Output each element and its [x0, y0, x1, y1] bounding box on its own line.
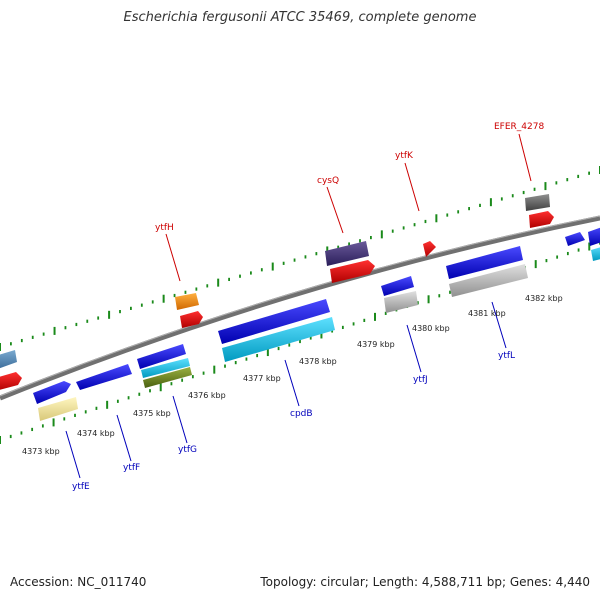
- kbp-label: 4382 kbp: [525, 294, 563, 303]
- leader-line: [116, 414, 132, 462]
- leader-line: [326, 186, 344, 234]
- gene-arrow: [565, 232, 585, 246]
- gene-label-ytfg: ytfG: [178, 445, 197, 455]
- gene-arrow: [588, 227, 600, 246]
- gene-arrow: [175, 293, 199, 310]
- gene-arrow: [141, 358, 190, 378]
- kbp-label: 4378 kbp: [299, 357, 337, 366]
- leader-line: [491, 301, 507, 349]
- gene-arrow: [384, 291, 418, 313]
- gene-arrow: [591, 247, 600, 261]
- kbp-label: 4381 kbp: [468, 309, 506, 318]
- kbp-labels: 4373 kbp 4374 kbp 4375 kbp 4376 kbp 4377…: [22, 294, 563, 456]
- kbp-label: 4377 kbp: [243, 374, 281, 383]
- gene-arrow: [325, 241, 369, 266]
- gene-label-ytfe: ytfE: [72, 482, 90, 492]
- kbp-label: 4380 kbp: [412, 324, 450, 333]
- map-title: Escherichia fergusonii ATCC 35469, compl…: [123, 10, 477, 25]
- gene-arrow: [33, 381, 71, 404]
- genome-backbone: [0, 215, 600, 401]
- gene-arrow: [381, 276, 414, 296]
- gene-label-cysq: cysQ: [317, 176, 339, 186]
- gene-arrow: [137, 344, 186, 369]
- leader-line: [284, 359, 300, 407]
- gene-arrow: [38, 397, 78, 421]
- leader-lines: [65, 133, 532, 479]
- gene-label-ytfj: ytfJ: [413, 375, 428, 385]
- kbp-label: 4374 kbp: [77, 429, 115, 438]
- gene-label-cpdb: cpdB: [290, 409, 313, 419]
- leader-line: [406, 324, 422, 373]
- gene-arrow: [449, 264, 528, 297]
- leader-line: [172, 395, 188, 444]
- kbp-label: 4373 kbp: [22, 447, 60, 456]
- genome-backbone-highlight: [0, 215, 600, 397]
- gene-arrow: [76, 364, 132, 390]
- gene-arrow: [143, 367, 192, 388]
- kbp-label: 4379 kbp: [357, 340, 395, 349]
- gene-label-ytfl: ytfL: [498, 351, 515, 361]
- gene-arrow: [218, 299, 330, 344]
- gene-arrow: [222, 317, 335, 362]
- gene-label-ytfh: ytfH: [155, 223, 174, 233]
- gene-arrow: [525, 194, 550, 211]
- gene-arrow: [423, 241, 436, 257]
- bottom-strand-genes: [33, 227, 600, 421]
- leader-line: [404, 162, 420, 212]
- gene-label-efer-4278: EFER_4278: [494, 122, 544, 132]
- gene-arrow: [529, 211, 554, 228]
- gene-arrow: [0, 372, 22, 390]
- gene-label-ytfk: ytfK: [395, 151, 414, 161]
- accession-text: Accession: NC_011740: [10, 575, 147, 589]
- gene-arrow: [446, 246, 523, 279]
- bottom-gene-labels: ytfE ytfF ytfG cpdB ytfJ ytfL: [72, 351, 515, 492]
- kbp-label: 4375 kbp: [133, 409, 171, 418]
- leader-line: [65, 430, 81, 479]
- leader-line: [165, 233, 181, 282]
- top-strand-genes: [0, 194, 554, 390]
- gene-label-ytff: ytfF: [123, 463, 140, 473]
- gene-arrow: [330, 260, 375, 283]
- genome-summary-text: Topology: circular; Length: 4,588,711 bp…: [260, 575, 590, 589]
- gene-arrow: [180, 311, 203, 328]
- top-gene-labels: ytfH cysQ ytfK EFER_4278: [155, 122, 544, 233]
- tick-tracks: [0, 166, 600, 444]
- leader-line: [518, 133, 532, 182]
- kbp-label: 4376 kbp: [188, 391, 226, 400]
- gene-arrow: [0, 350, 17, 369]
